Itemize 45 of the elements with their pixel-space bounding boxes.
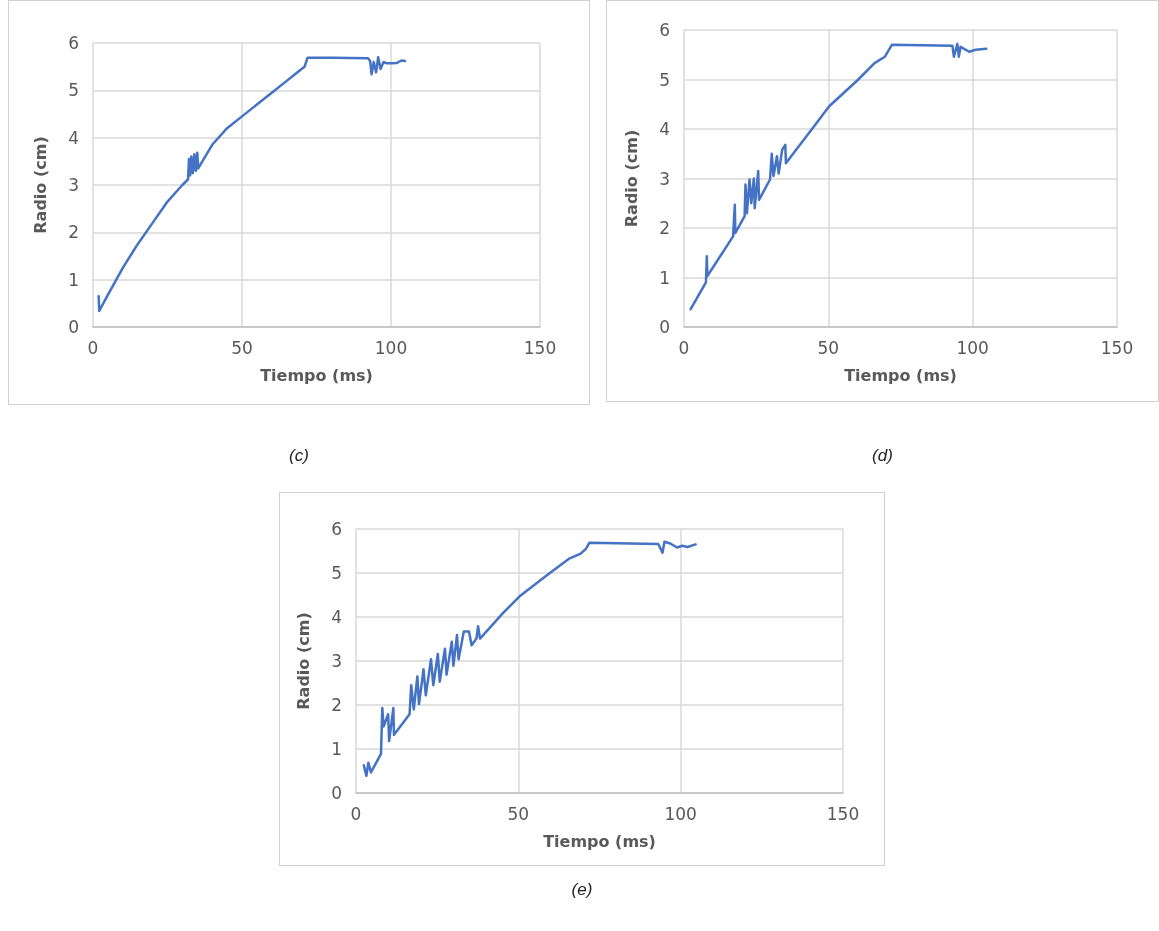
x-tick-label: 150: [1100, 337, 1134, 358]
x-tick-label: 0: [678, 337, 690, 358]
y-tick-label: 1: [68, 269, 79, 290]
y-tick-label: 4: [659, 119, 670, 139]
text: (d): [872, 446, 893, 465]
y-axis-title: Radio (cm): [293, 612, 313, 710]
y-tick-label: 3: [68, 175, 79, 195]
y-tick-label: 5: [331, 563, 342, 583]
y-tick-label: 3: [659, 168, 670, 189]
y-axis-title: Radio (cm): [621, 129, 641, 228]
x-tick-label: 100: [664, 803, 697, 824]
x-tick-label: 100: [956, 337, 989, 358]
y-tick-label: 0: [331, 783, 342, 803]
y-tick-label: 0: [68, 317, 79, 337]
y-tick-label: 6: [331, 519, 342, 539]
x-tick-label: 0: [87, 337, 99, 358]
text: (e): [571, 880, 593, 899]
x-tick-label: 0: [350, 803, 362, 824]
y-tick-label: 4: [68, 127, 79, 148]
line-series: [689, 42, 988, 311]
x-tick-label: 50: [817, 337, 840, 358]
line-series: [362, 540, 697, 778]
y-tick-label: 4: [331, 607, 342, 627]
y-tick-label: 2: [331, 695, 342, 715]
line-series: [97, 55, 407, 313]
y-tick-label: 5: [659, 69, 670, 90]
x-tick-label: 100: [374, 337, 408, 358]
y-tick-label: 2: [68, 222, 79, 243]
x-axis-title: Tiempo (ms): [844, 365, 957, 385]
y-tick-label: 1: [331, 739, 342, 759]
y-tick-label: 0: [659, 317, 670, 337]
x-axis-title: Tiempo (ms): [260, 365, 373, 385]
y-tick-label: 6: [659, 20, 670, 40]
y-axis-title: Radio (cm): [30, 136, 50, 234]
text: (c): [289, 446, 309, 465]
y-tick-label: 1: [659, 267, 670, 288]
x-tick-label: 150: [826, 803, 860, 824]
y-tick-label: 2: [659, 218, 670, 238]
y-tick-label: 6: [68, 33, 79, 53]
x-tick-label: 150: [523, 337, 557, 358]
y-tick-label: 3: [331, 651, 342, 671]
x-tick-label: 50: [231, 337, 253, 358]
y-tick-label: 5: [68, 80, 79, 101]
x-tick-label: 50: [507, 803, 530, 824]
x-axis-title: Tiempo (ms): [543, 831, 656, 851]
